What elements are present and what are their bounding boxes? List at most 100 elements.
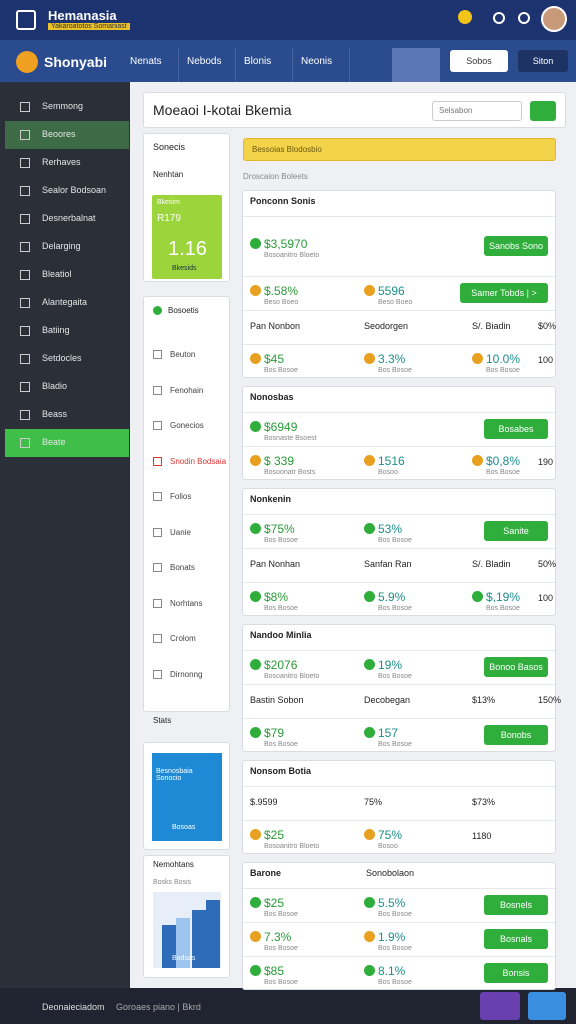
list-item[interactable]: Crolom bbox=[170, 634, 196, 643]
row-button[interactable]: Bosabes bbox=[484, 419, 548, 439]
chart-title: Nemohtans bbox=[153, 860, 194, 869]
list-item[interactable]: Uanie bbox=[170, 527, 191, 537]
list-icon bbox=[153, 527, 162, 537]
list-item[interactable]: Bonats bbox=[170, 563, 195, 572]
sidebar-icon bbox=[20, 298, 30, 308]
icon bbox=[472, 591, 483, 602]
sidebar-item[interactable]: Bleatiol bbox=[42, 269, 72, 279]
nav-tab[interactable]: Blonis bbox=[244, 56, 272, 67]
dropdown[interactable]: Nenhtan bbox=[153, 170, 184, 179]
footer-button[interactable] bbox=[528, 992, 566, 1020]
list-item[interactable]: Gonecios bbox=[170, 421, 204, 430]
tab-divider bbox=[349, 48, 350, 82]
list-item[interactable]: Fenohain bbox=[170, 385, 204, 395]
value: Pan Nonbon bbox=[250, 321, 301, 331]
list-icon bbox=[153, 492, 162, 501]
card-title: Nandoo Minlia bbox=[250, 630, 312, 640]
sub-label: Bosoo bbox=[378, 843, 398, 850]
row-button[interactable]: Samer Tobds | > bbox=[460, 283, 548, 303]
value: $,19% bbox=[486, 590, 521, 604]
settings-icon[interactable] bbox=[493, 12, 505, 24]
list-item[interactable]: Beuton bbox=[170, 350, 196, 359]
sidebar-active bbox=[5, 429, 129, 457]
value: 53% bbox=[378, 522, 403, 536]
sidebar-icon bbox=[20, 186, 30, 196]
sidebar-item[interactable]: Bladio bbox=[42, 381, 68, 391]
list-icon bbox=[153, 421, 162, 430]
sub-label: Bos Bosoe bbox=[264, 367, 298, 374]
footer-button[interactable] bbox=[480, 992, 520, 1020]
add-button[interactable] bbox=[530, 101, 556, 121]
value: 5596 bbox=[378, 284, 405, 298]
value: $73% bbox=[472, 797, 496, 807]
list-item[interactable]: Norhtans bbox=[170, 598, 203, 608]
icon bbox=[472, 353, 483, 364]
sidebar-item[interactable]: Setdocles bbox=[42, 353, 82, 363]
sidebar-item[interactable]: Beate bbox=[42, 437, 66, 447]
sub-label: Bos Bosoe bbox=[264, 537, 298, 544]
chart-legend: Bosks Bosis bbox=[153, 879, 192, 886]
sidebar-icon bbox=[20, 214, 30, 224]
sidebar-item[interactable]: Alantegaita bbox=[42, 297, 88, 307]
sidebar-item[interactable]: Batiing bbox=[42, 325, 70, 335]
notification-icon[interactable] bbox=[458, 10, 472, 24]
value: 50% bbox=[538, 559, 557, 569]
row-button[interactable]: Sanobs Sono bbox=[484, 236, 548, 256]
active-tab[interactable] bbox=[392, 48, 440, 82]
value: 3.3% bbox=[378, 352, 406, 366]
sidebar-item[interactable]: Delarging bbox=[42, 241, 81, 251]
sidebar-icon bbox=[20, 158, 30, 168]
sidebar-icon bbox=[20, 242, 30, 252]
row-button[interactable]: Bonoo Basos bbox=[484, 657, 548, 677]
icon bbox=[364, 727, 375, 738]
list-item[interactable]: Snodin Bodsaia bbox=[170, 456, 227, 466]
sub-label: Bos Bosoe bbox=[486, 469, 520, 476]
nav-button[interactable]: Sobos bbox=[450, 50, 508, 72]
help-icon[interactable] bbox=[518, 12, 530, 24]
row-button[interactable]: Bosnals bbox=[484, 929, 548, 949]
chart-label: Bodsas bbox=[172, 955, 196, 962]
list-icon bbox=[153, 634, 162, 643]
icon bbox=[364, 965, 375, 976]
nav-tab[interactable]: Nenats bbox=[130, 56, 162, 67]
avatar[interactable] bbox=[541, 6, 567, 32]
list-icon bbox=[153, 385, 162, 395]
icon bbox=[250, 238, 261, 249]
list-item[interactable]: Folios bbox=[170, 492, 192, 501]
icon bbox=[364, 523, 375, 534]
sub-label: Bos Bosoe bbox=[264, 741, 298, 748]
sub-label: Bos Bosoe bbox=[486, 367, 520, 374]
icon bbox=[250, 285, 261, 296]
sidebar-item[interactable]: Semmong bbox=[42, 101, 84, 111]
row-button[interactable]: Bonobs bbox=[484, 725, 548, 745]
nav-button[interactable]: Siton bbox=[518, 50, 568, 72]
sidebar-item[interactable]: Desnerbalnat bbox=[42, 213, 96, 223]
row-button[interactable]: Bosnels bbox=[484, 895, 548, 915]
value: 1516 bbox=[378, 454, 405, 468]
value: $25 bbox=[264, 828, 285, 842]
row-divider bbox=[243, 956, 555, 957]
bar bbox=[162, 925, 176, 968]
value: 75% bbox=[378, 828, 403, 842]
promo-title: Besnosbaia Sonocio bbox=[156, 768, 193, 782]
icon bbox=[250, 897, 261, 908]
value: $6949 bbox=[264, 420, 298, 434]
list-item[interactable]: Dirnonng bbox=[170, 669, 203, 679]
row-button[interactable]: Bonsis bbox=[484, 963, 548, 983]
page-title: Moeaoi I-kotai Bkemia bbox=[153, 102, 292, 118]
nav-tab[interactable]: Nebods bbox=[187, 56, 222, 67]
sidebar-icon bbox=[20, 326, 30, 336]
sidebar-item[interactable]: Sealor Bodsoan bbox=[42, 185, 107, 195]
row-button[interactable]: Sanite bbox=[484, 521, 548, 541]
sidebar-item[interactable]: Beoores bbox=[42, 129, 76, 139]
value: S/. Bladin bbox=[472, 559, 511, 569]
value: 10.0% bbox=[486, 352, 521, 366]
sub-label: Bosnaste Bsoest bbox=[264, 435, 317, 442]
icon bbox=[250, 931, 261, 942]
list-dot bbox=[153, 306, 162, 315]
nav-tab[interactable]: Neonis bbox=[301, 56, 333, 67]
sidebar-item[interactable]: Beass bbox=[42, 409, 68, 419]
select[interactable]: Selsabon bbox=[432, 101, 522, 121]
sidebar-item[interactable]: Rerhaves bbox=[42, 157, 81, 167]
value: 157 bbox=[378, 726, 399, 740]
